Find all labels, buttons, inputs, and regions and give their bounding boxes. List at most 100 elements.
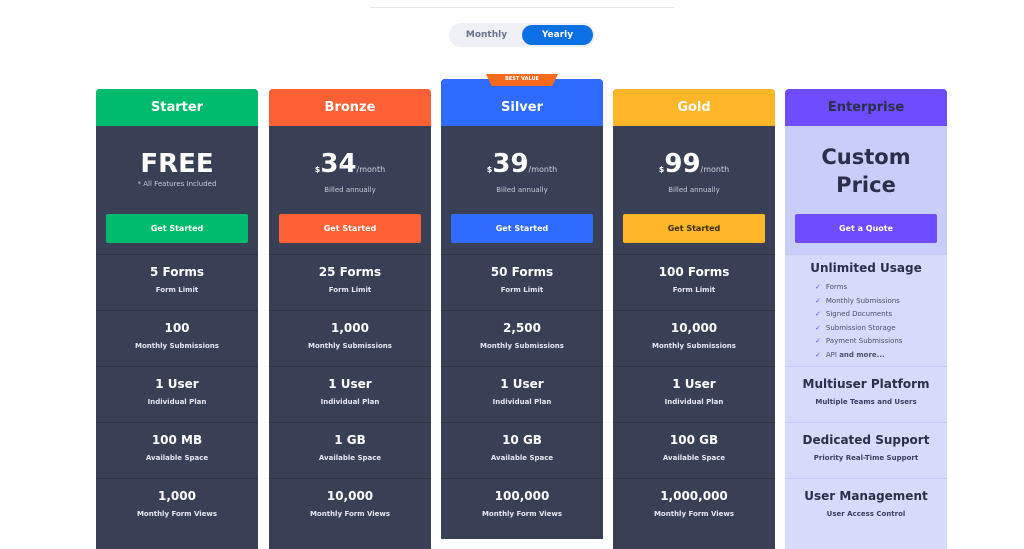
plan-name: Starter (96, 89, 258, 126)
unlimited-item: ✓ Submission Storage (815, 322, 947, 336)
feature-value: Dedicated Support (802, 433, 930, 447)
get-started-button[interactable]: Get Started (106, 214, 248, 243)
feature-label: Individual Plan (147, 398, 207, 406)
feature-row: 5 Forms Form Limit (96, 254, 258, 310)
feature-label: Individual Plan (492, 398, 552, 406)
feature-value: 2,500 (503, 321, 541, 335)
get-started-button[interactable]: Get Started (623, 214, 765, 243)
feature-row: 10,000 Monthly Form Views (269, 478, 431, 534)
price-section: FREE * All Features Included Get Started (96, 126, 258, 254)
feature-value: 1,000,000 (660, 489, 728, 503)
feature-label: Multiple Teams and Users (815, 398, 917, 406)
feature-row: 100 GB Available Space (613, 422, 775, 478)
feature-label: Form Limit (672, 286, 716, 294)
check-icon: ✓ (815, 296, 821, 305)
price-value: FREE (140, 149, 214, 179)
feature-value: 100 MB (151, 433, 203, 447)
feature-label: Available Space (318, 454, 382, 462)
get-quote-button[interactable]: Get a Quote (795, 214, 937, 243)
feature-label: Monthly Submissions (480, 342, 564, 350)
feature-value: 10,000 (326, 489, 374, 503)
unlimited-item: ✓ Payment Submissions (815, 335, 947, 349)
price-note: Billed annually (324, 186, 376, 194)
plan-card-gold: Gold $99/month Billed annually Get Started 1… (613, 89, 775, 549)
feature-value: 1,000 (331, 321, 369, 335)
feature-label: Monthly Form Views (136, 510, 218, 518)
plan-name: Bronze (269, 89, 431, 126)
price-section: Custom Price Get a Quote (785, 126, 947, 254)
unlimited-item: ✓ Monthly Submissions (815, 295, 947, 309)
unlimited-usage: Unlimited Usage ✓ Forms ✓ Monthly Submission… (785, 254, 947, 366)
currency-symbol: $ (314, 165, 321, 174)
feature-value: User Management (804, 489, 928, 503)
price-section: $39/month Billed annually Get Started (441, 126, 603, 254)
feature-row: 100 Monthly Submissions (96, 310, 258, 366)
price-section: $99/month Billed annually Get Started (613, 126, 775, 254)
feature-label: Priority Real-Time Support (813, 454, 919, 462)
feature-value: 1 User (672, 377, 716, 391)
feature-value: 1 User (500, 377, 544, 391)
feature-row: 1,000 Monthly Form Views (96, 478, 258, 534)
price-value: 34 (320, 149, 357, 179)
feature-label: Available Space (145, 454, 209, 462)
currency-symbol: $ (658, 165, 665, 174)
and-more: and more... (839, 350, 885, 359)
item-label: Submission Storage (825, 323, 896, 332)
toggle-yearly[interactable]: Yearly (522, 25, 593, 45)
plan-card-silver: Silver $39/month Billed annually Get Starte… (441, 79, 603, 539)
price-period: /month (700, 165, 730, 174)
get-started-button[interactable]: Get Started (451, 214, 593, 243)
feature-value: 10,000 (670, 321, 718, 335)
feature-value: 100 (164, 321, 190, 335)
item-label: Monthly Submissions (825, 296, 900, 305)
feature-label: Monthly Submissions (652, 342, 736, 350)
feature-value: 1 GB (334, 433, 366, 447)
plan-card-bronze: Bronze $34/month Billed annually Get Starte… (269, 89, 431, 549)
check-icon: ✓ (815, 283, 821, 291)
price-amount: $34/month (269, 126, 431, 184)
feature-label: Monthly Form Views (653, 510, 735, 518)
toggle-monthly[interactable]: Monthly (465, 30, 508, 40)
feature-label: Individual Plan (320, 398, 380, 406)
feature-row: 10 GB Available Space (441, 422, 603, 478)
feature-value: 1 User (328, 377, 372, 391)
feature-row: 1 User Individual Plan (613, 366, 775, 422)
unlimited-item: ✓ Signed Documents (815, 308, 947, 322)
price-note: Billed annually (668, 186, 720, 194)
feature-row: Multiuser Platform Multiple Teams and Use… (785, 366, 947, 422)
feature-label: Monthly Submissions (308, 342, 392, 350)
feature-value: 100 GB (669, 433, 719, 447)
feature-value: 1 User (155, 377, 199, 391)
unlimited-item: ✓ Forms (815, 281, 947, 295)
feature-label: Form Limit (155, 286, 199, 294)
feature-row: 1,000 Monthly Submissions (269, 310, 431, 366)
unlimited-item: ✓ API and more... (815, 349, 947, 363)
feature-row: 1 User Individual Plan (441, 366, 603, 422)
price-value: Custom Price (821, 145, 911, 197)
price-period: /month (356, 165, 386, 174)
check-icon: ✓ (815, 310, 821, 318)
unlimited-title: Unlimited Usage (810, 261, 922, 275)
best-value-badge: BEST VALUE (486, 74, 558, 86)
feature-label: Individual Plan (664, 398, 724, 406)
plan-name: Enterprise (785, 89, 947, 126)
feature-value: 10 GB (502, 433, 542, 447)
feature-row: 1 GB Available Space (269, 422, 431, 478)
feature-value: 50 Forms (490, 265, 554, 279)
price-amount: FREE (96, 126, 258, 178)
feature-label: User Access Control (826, 510, 906, 518)
feature-row: Dedicated Support Priority Real-Time Supp… (785, 422, 947, 478)
feature-row: User Management User Access Control (785, 478, 947, 534)
feature-value: 25 Forms (318, 265, 382, 279)
feature-label: Form Limit (328, 286, 372, 294)
price-value: 39 (492, 149, 529, 179)
feature-row: 50 Forms Form Limit (441, 254, 603, 310)
feature-row: 1 User Individual Plan (269, 366, 431, 422)
feature-value: 100,000 (494, 489, 550, 503)
price-period: /month (528, 165, 558, 174)
check-icon: ✓ (815, 350, 821, 359)
billing-toggle[interactable]: Monthly Yearly (449, 23, 595, 47)
get-started-button[interactable]: Get Started (279, 214, 421, 243)
feature-label: Form Limit (500, 286, 544, 294)
item-label: API (825, 350, 837, 359)
